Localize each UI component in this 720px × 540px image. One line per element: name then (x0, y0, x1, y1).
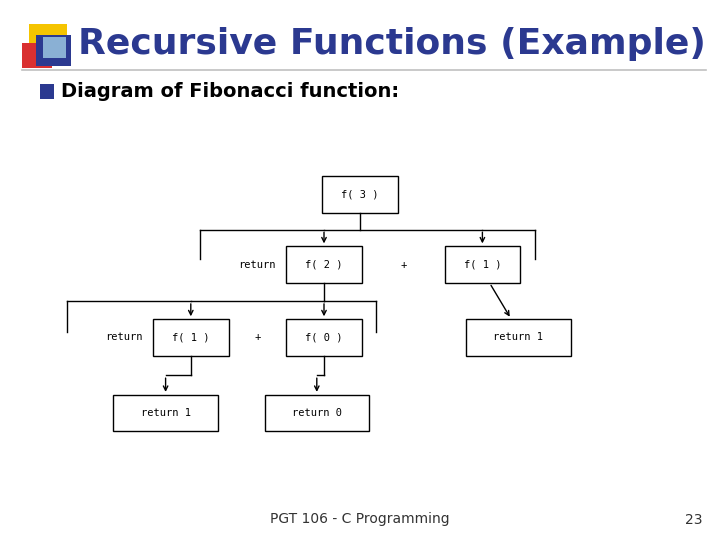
FancyBboxPatch shape (467, 319, 571, 356)
Text: return 1: return 1 (493, 333, 544, 342)
Bar (22, 43, 52, 68)
Text: +: + (400, 260, 406, 269)
Text: f( 2 ): f( 2 ) (305, 260, 343, 269)
Bar (40, 84, 54, 99)
Text: f( 1 ): f( 1 ) (172, 333, 210, 342)
FancyBboxPatch shape (153, 319, 229, 356)
Text: 23: 23 (685, 512, 702, 526)
Text: Diagram of Fibonacci function:: Diagram of Fibonacci function: (61, 82, 400, 102)
Text: return 0: return 0 (292, 408, 342, 418)
Text: +: + (254, 333, 261, 342)
FancyBboxPatch shape (265, 395, 369, 431)
Bar (29, 24, 67, 57)
Text: Recursive Functions (Example): Recursive Functions (Example) (78, 27, 706, 61)
Text: f( 3 ): f( 3 ) (341, 190, 379, 199)
Text: return 1: return 1 (140, 408, 191, 418)
Text: f( 1 ): f( 1 ) (464, 260, 501, 269)
Text: PGT 106 - C Programming: PGT 106 - C Programming (270, 512, 450, 526)
Bar (43, 37, 66, 58)
FancyBboxPatch shape (287, 319, 362, 356)
Bar (36, 35, 71, 66)
FancyBboxPatch shape (323, 176, 397, 213)
Text: return: return (238, 260, 275, 269)
FancyBboxPatch shape (287, 246, 362, 283)
FancyBboxPatch shape (114, 395, 217, 431)
Text: f( 0 ): f( 0 ) (305, 333, 343, 342)
Text: return: return (104, 333, 143, 342)
FancyBboxPatch shape (445, 246, 521, 283)
